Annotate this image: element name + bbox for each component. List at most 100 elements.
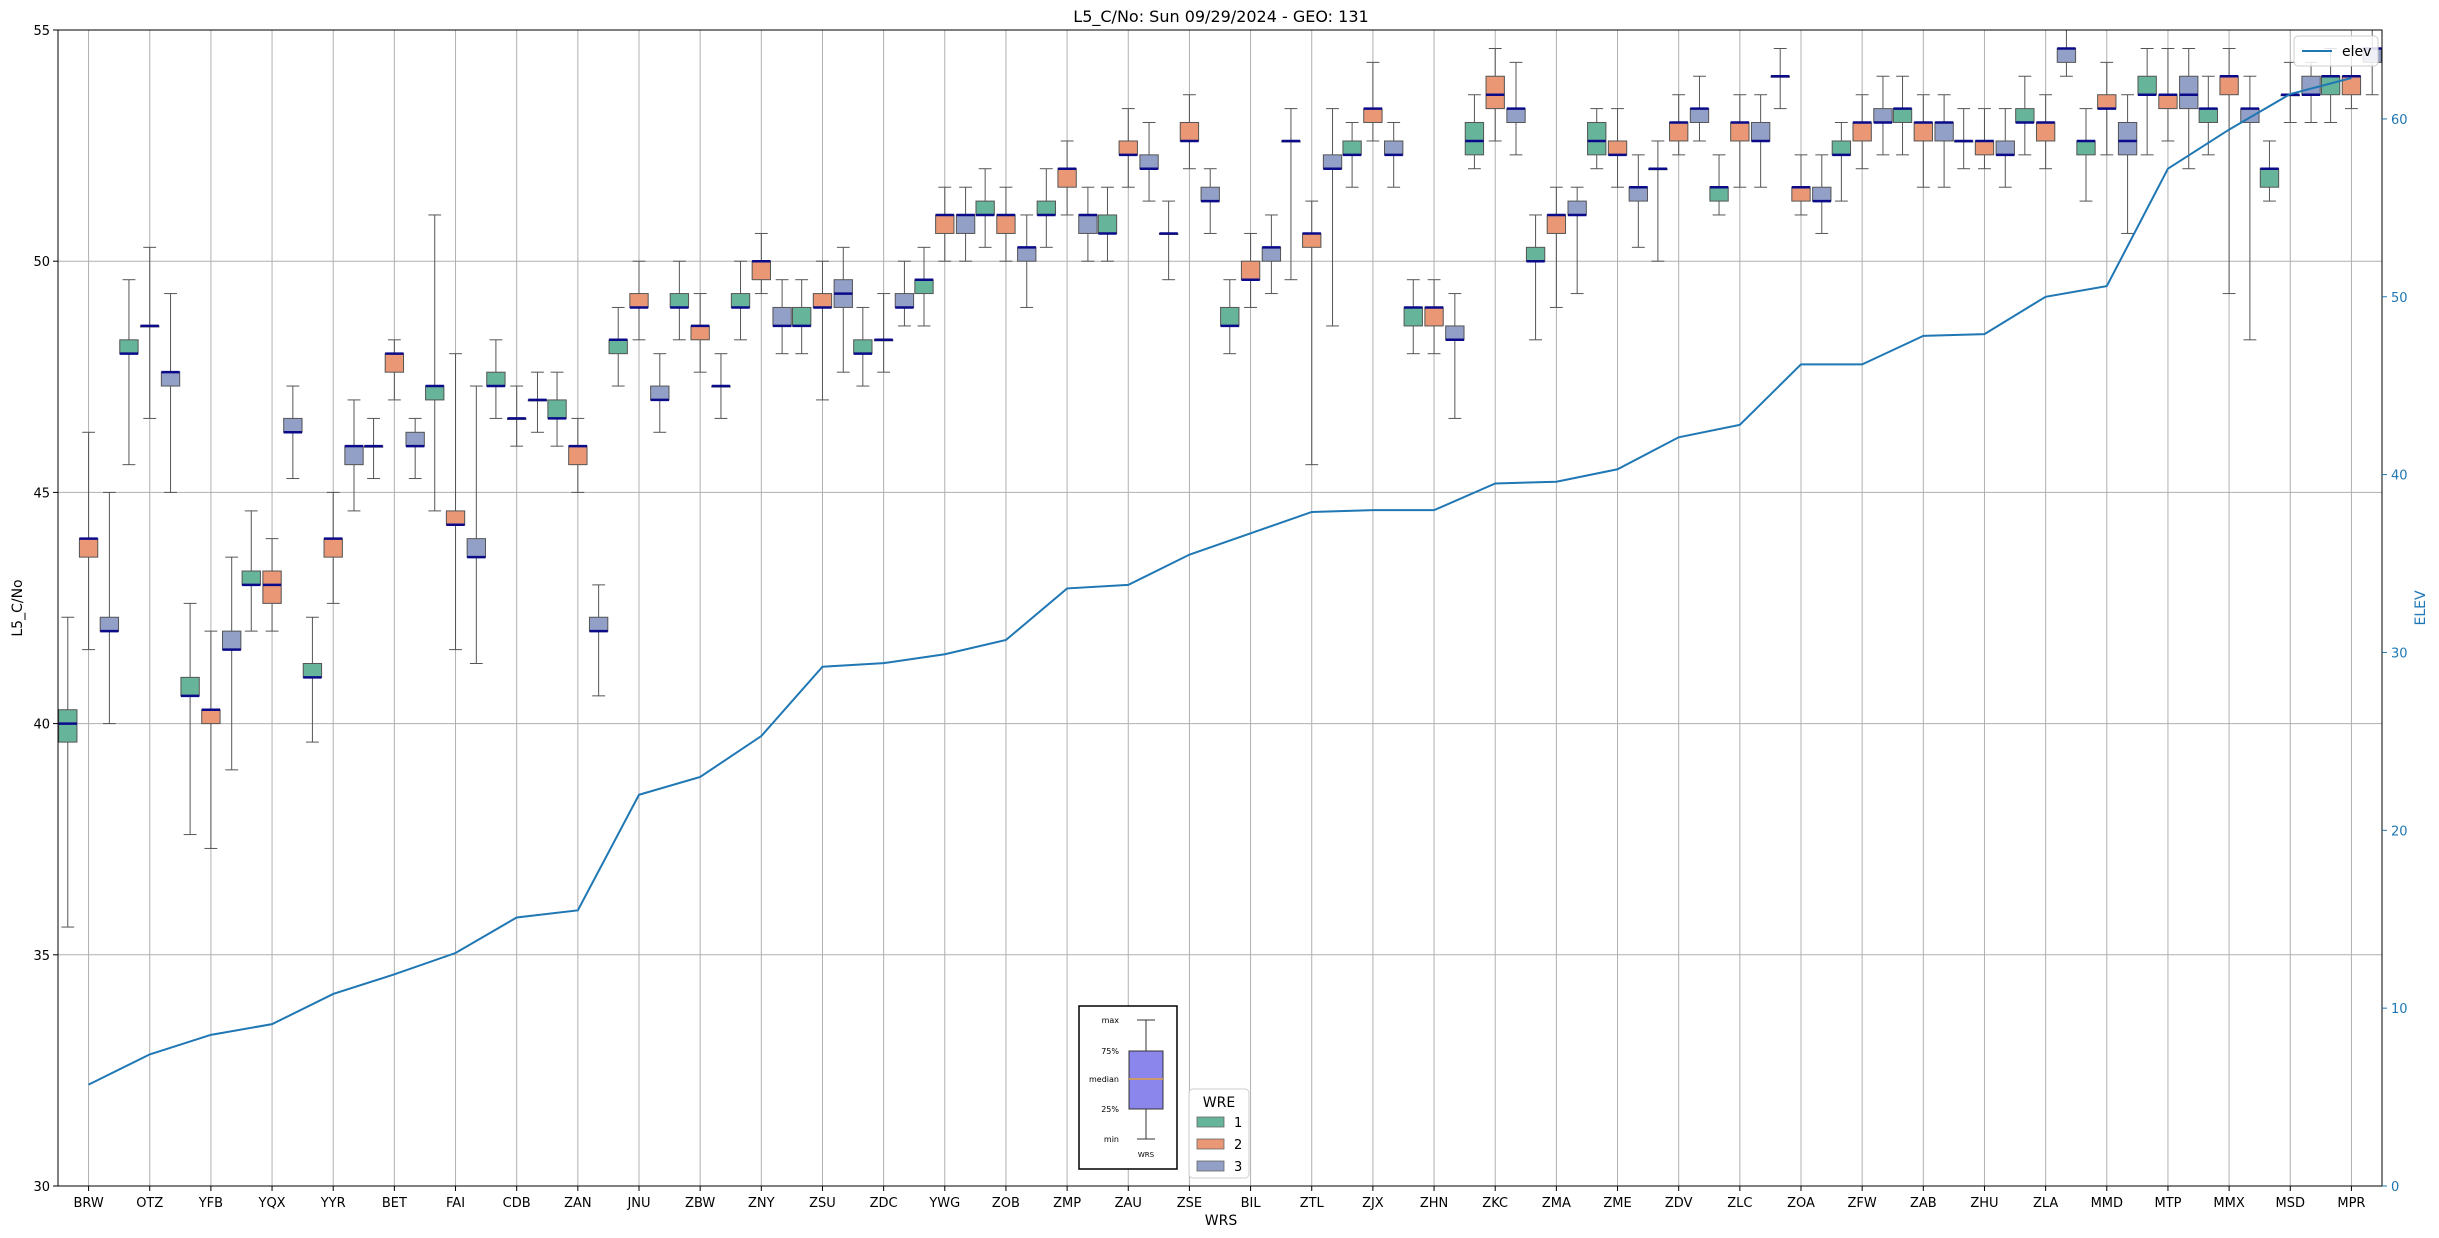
box-JNU-wre3 — [650, 353, 670, 433]
box-iqr — [2056, 47, 2077, 63]
wre-legend-swatch-1 — [1196, 1116, 1225, 1128]
wre-legend-label-1: 1 — [1234, 1116, 1242, 1131]
box-iqr — [78, 538, 99, 558]
box-iqr — [1628, 186, 1648, 202]
box-ZMA-wre3 — [1567, 186, 1587, 295]
x-tick-label: YWG — [928, 1196, 960, 1211]
x-axis-label: WRS — [1205, 1213, 1238, 1229]
box-ZAU-wre3 — [1139, 121, 1159, 202]
box-ZMA-wre1 — [1525, 214, 1546, 341]
y-tick-label: 30 — [33, 1180, 50, 1195]
box-iqr — [1525, 246, 1546, 262]
box-iqr — [1607, 140, 1628, 156]
box-ZME-wre3 — [1628, 154, 1648, 248]
elevation-series — [88, 77, 2352, 1086]
box-ZJX-wre3 — [1384, 121, 1404, 188]
box-iqr — [690, 325, 710, 341]
x-tick-label: MMD — [2091, 1196, 2123, 1211]
box-BIL-wre2 — [1240, 232, 1261, 308]
box-iqr — [669, 293, 690, 308]
x-tick-label: ZDV — [1665, 1196, 1693, 1211]
box-iqr — [650, 385, 670, 401]
box-ZSU-wre2 — [812, 260, 833, 401]
box-YWG-wre1 — [914, 246, 934, 327]
box-iqr — [914, 279, 934, 295]
box-ZBW-wre3 — [711, 353, 731, 419]
x-tick-label: ZBW — [685, 1196, 715, 1211]
box-iqr — [975, 200, 995, 216]
box-ZLA-wre3 — [2056, 29, 2077, 77]
y2-axis-label: ELEV — [2413, 590, 2429, 625]
box-OTZ-wre3 — [160, 293, 181, 493]
box-iqr — [1669, 121, 1689, 142]
box-iqr — [2259, 168, 2280, 188]
box-BRW-wre3 — [99, 491, 120, 725]
box-ZOA-wre3 — [1812, 154, 1832, 234]
box-iqr — [1464, 121, 1485, 156]
box-MMD-wre1 — [2076, 108, 2096, 202]
box-iqr — [1506, 108, 1526, 123]
x-tick-label: ZLC — [1727, 1196, 1752, 1211]
x-tick-label: BET — [382, 1196, 407, 1211]
y2-tick-label: 10 — [2391, 1002, 2408, 1017]
box-ZJX-wre2 — [1363, 61, 1383, 142]
box-ZLC-wre2 — [1730, 94, 1750, 188]
box-iqr — [1017, 246, 1037, 262]
box-ZAN-wre3 — [588, 584, 609, 697]
box-MSD-wre1 — [2259, 140, 2280, 202]
box-MMX-wre1 — [2198, 75, 2218, 156]
box-iqr — [2219, 75, 2239, 96]
wre-legend-label-3: 3 — [1234, 1160, 1242, 1175]
box-ZMP-wre3 — [1078, 186, 1098, 262]
box-iqr — [1485, 75, 1505, 110]
box-ZSE-wre2 — [1179, 94, 1200, 170]
x-tick-label: ZDC — [870, 1196, 898, 1211]
box-ZSE-wre1 — [1158, 200, 1179, 281]
box-iqr — [772, 306, 792, 327]
box-ZMA-wre2 — [1546, 186, 1567, 308]
wre-legend: WRE 1 2 3 — [1188, 1088, 1250, 1179]
box-ZTL-wre3 — [1322, 108, 1343, 327]
box-iqr — [935, 214, 955, 234]
box-iqr — [547, 399, 567, 419]
box-FAI-wre2 — [445, 353, 466, 651]
key-label-q3: 75% — [1101, 1047, 1119, 1056]
box-iqr — [1384, 140, 1404, 156]
box-YFB-wre3 — [222, 556, 242, 771]
box-ZTL-wre1 — [1281, 108, 1301, 281]
box-iqr — [99, 616, 120, 632]
box-iqr — [1057, 168, 1077, 188]
box-OTZ-wre2 — [140, 246, 160, 419]
x-tick-label: FAI — [446, 1196, 465, 1211]
x-tick-label: YQX — [258, 1196, 286, 1211]
box-YYR-wre3 — [344, 399, 364, 512]
box-CDB-wre2 — [507, 385, 527, 447]
wre-legend-label-2: 2 — [1234, 1138, 1242, 1153]
box-ZKC-wre2 — [1485, 47, 1505, 142]
box-ZOB-wre2 — [996, 186, 1016, 262]
x-tick-label: ZOB — [992, 1196, 1020, 1211]
box-YWG-wre3 — [955, 186, 976, 262]
box-iqr — [730, 293, 751, 308]
box-iqr — [405, 431, 425, 447]
box-YQX-wre3 — [283, 385, 303, 480]
box-ZDV-wre3 — [1689, 75, 1710, 142]
box-iqr — [445, 510, 466, 526]
box-ZOB-wre3 — [1017, 214, 1037, 308]
box-BET-wre1 — [363, 417, 384, 480]
box-ZFW-wre3 — [1873, 75, 1893, 156]
box-iqr — [1179, 121, 1200, 142]
box-iqr — [1689, 108, 1710, 123]
x-tick-label: ZLA — [2033, 1196, 2058, 1211]
box-ZHN-wre3 — [1445, 293, 1465, 419]
x-tick-label: ZNY — [748, 1196, 775, 1211]
box-ZAU-wre1 — [1097, 186, 1118, 262]
box-ZAB-wre1 — [1892, 75, 1913, 156]
box-ZSE-wre3 — [1200, 168, 1220, 234]
box-YFB-wre1 — [180, 602, 200, 836]
plot-frame — [57, 29, 2383, 1187]
box-iqr — [751, 260, 771, 281]
box-ZHU-wre3 — [1995, 108, 2015, 188]
box-iqr — [1036, 200, 1056, 216]
box-iqr — [241, 570, 261, 586]
